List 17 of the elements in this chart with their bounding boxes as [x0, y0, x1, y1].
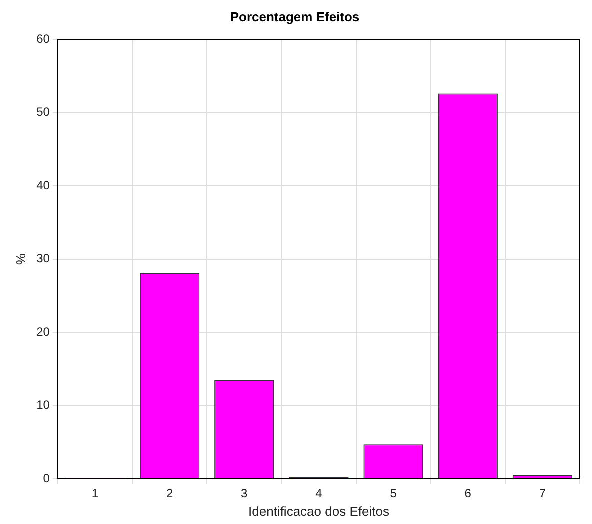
y-tick-label: 60: [36, 32, 50, 46]
x-tick-label: 1: [92, 486, 99, 501]
y-axis-title: %: [13, 253, 28, 266]
y-tick-label: 0: [43, 471, 50, 486]
x-tick-label: 5: [390, 486, 398, 501]
y-tick-label: 30: [36, 252, 50, 266]
x-tick-label: 2: [166, 486, 174, 501]
y-tick-label: 20: [36, 324, 50, 339]
y-tick-label: 10: [36, 398, 50, 412]
y-tick-label: 40: [36, 178, 50, 192]
x-tick-label: 7: [539, 486, 546, 501]
chart-title: Porcentagem Efeitos: [230, 9, 360, 24]
x-tick-label: 4: [316, 486, 323, 501]
x-axis-title: Identificacao dos Efeitos: [248, 504, 390, 519]
x-tick-label: 3: [241, 486, 248, 501]
x-tick-label: 6: [464, 486, 472, 501]
y-tick-label: 50: [36, 105, 50, 120]
